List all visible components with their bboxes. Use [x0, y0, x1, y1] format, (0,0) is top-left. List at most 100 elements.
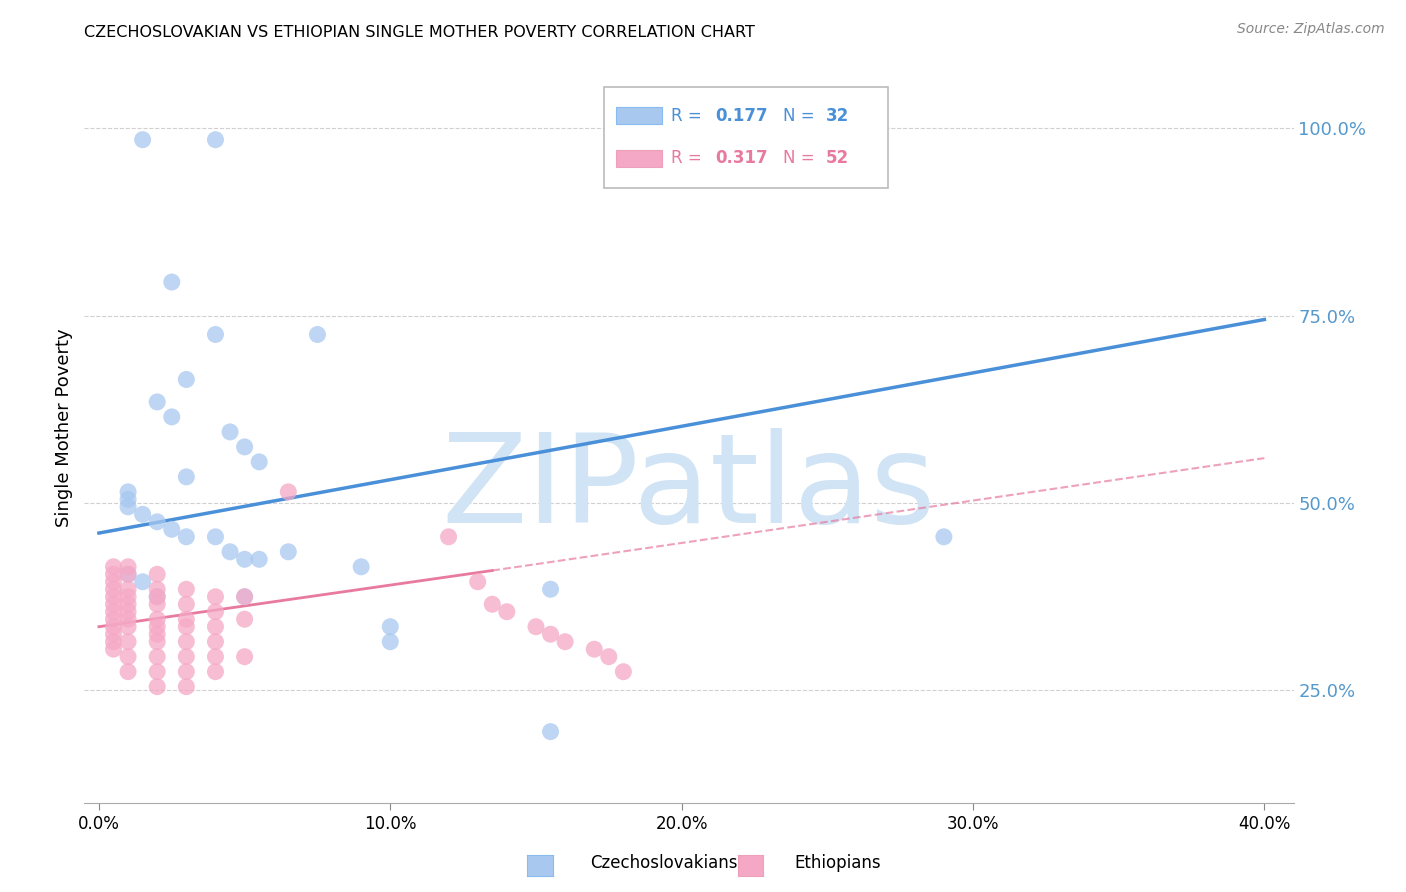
Text: 52: 52 [825, 150, 849, 168]
Point [146, 567, 169, 582]
Point [103, 642, 125, 657]
Point [103, 620, 125, 634]
Point [437, 530, 460, 544]
Point [103, 605, 125, 619]
Point [176, 372, 198, 386]
Point [160, 522, 183, 536]
Point [233, 612, 256, 626]
Point [350, 559, 373, 574]
Point [117, 612, 139, 626]
Point [540, 582, 562, 597]
Point [103, 567, 125, 582]
Point [176, 649, 198, 664]
Point [204, 590, 226, 604]
Point [117, 649, 139, 664]
Point [103, 627, 125, 641]
Point [204, 620, 226, 634]
Point [233, 590, 256, 604]
FancyBboxPatch shape [616, 150, 662, 167]
Point [380, 634, 402, 648]
Point [583, 642, 606, 657]
Text: CZECHOSLOVAKIAN VS ETHIOPIAN SINGLE MOTHER POVERTY CORRELATION CHART: CZECHOSLOVAKIAN VS ETHIOPIAN SINGLE MOTH… [84, 25, 755, 40]
Point [233, 552, 256, 566]
Point [176, 634, 198, 648]
Point [540, 627, 562, 641]
Point [380, 620, 402, 634]
Point [146, 665, 169, 679]
Point [146, 634, 169, 648]
Point [146, 590, 169, 604]
Point [176, 597, 198, 611]
Point [307, 327, 329, 342]
Text: N =: N = [783, 150, 820, 168]
Text: N =: N = [783, 107, 820, 125]
Point [219, 545, 242, 559]
Point [219, 425, 242, 439]
Point [103, 590, 125, 604]
Point [612, 665, 634, 679]
Point [540, 724, 562, 739]
Text: R =: R = [671, 107, 707, 125]
Text: Czechoslovakians: Czechoslovakians [591, 855, 738, 872]
Point [131, 574, 153, 589]
Point [117, 559, 139, 574]
Point [176, 665, 198, 679]
Point [146, 627, 169, 641]
Point [247, 552, 270, 566]
Point [204, 605, 226, 619]
Text: 32: 32 [825, 107, 849, 125]
Point [204, 665, 226, 679]
Point [117, 484, 139, 499]
Point [117, 582, 139, 597]
Point [247, 455, 270, 469]
Point [554, 634, 576, 648]
Point [103, 582, 125, 597]
Point [160, 409, 183, 424]
Point [117, 605, 139, 619]
Point [204, 530, 226, 544]
Point [103, 634, 125, 648]
Point [233, 649, 256, 664]
Point [495, 605, 517, 619]
Text: Ethiopians: Ethiopians [794, 855, 882, 872]
Point [176, 620, 198, 634]
Point [932, 530, 955, 544]
Point [117, 597, 139, 611]
Point [131, 133, 153, 147]
Point [146, 649, 169, 664]
Y-axis label: Single Mother Poverty: Single Mother Poverty [55, 329, 73, 527]
Point [117, 492, 139, 507]
Point [146, 680, 169, 694]
Text: 0.177: 0.177 [716, 107, 768, 125]
Point [117, 634, 139, 648]
Point [277, 484, 299, 499]
Point [204, 649, 226, 664]
Point [131, 508, 153, 522]
Point [103, 559, 125, 574]
Point [233, 440, 256, 454]
Point [146, 515, 169, 529]
FancyBboxPatch shape [616, 107, 662, 124]
Point [204, 133, 226, 147]
Point [176, 530, 198, 544]
Text: R =: R = [671, 150, 707, 168]
Text: 0.317: 0.317 [716, 150, 768, 168]
Point [146, 590, 169, 604]
Point [146, 582, 169, 597]
Point [204, 634, 226, 648]
Point [103, 597, 125, 611]
Point [598, 649, 620, 664]
Point [176, 612, 198, 626]
Point [117, 567, 139, 582]
Point [176, 582, 198, 597]
Point [117, 620, 139, 634]
Point [117, 567, 139, 582]
Point [146, 612, 169, 626]
Point [176, 680, 198, 694]
Point [467, 574, 489, 589]
Point [103, 574, 125, 589]
Point [146, 620, 169, 634]
Point [160, 275, 183, 289]
Point [176, 470, 198, 484]
FancyBboxPatch shape [605, 87, 889, 188]
